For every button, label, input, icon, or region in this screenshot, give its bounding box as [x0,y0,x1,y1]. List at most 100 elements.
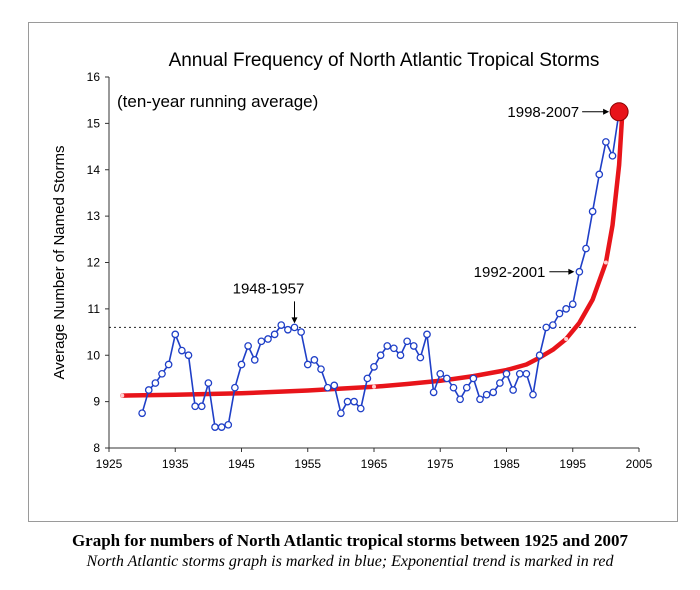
data-point [376,351,385,360]
series-exponential-trend-line [120,109,625,398]
data-point [489,388,498,397]
data-point [231,383,239,392]
data-point [429,388,438,397]
data-point [151,379,160,387]
x-tick-label: 1935 [162,457,189,471]
data-point [509,386,517,394]
data-point [588,207,597,216]
annotation-label: 1998-2007 [507,104,579,121]
x-tick-label: 1925 [96,457,123,471]
data-point [456,395,464,404]
data-point [317,365,325,374]
data-point [555,309,564,318]
data-point [270,330,279,339]
data-point [310,356,319,364]
data-point [297,328,305,336]
caption-title: Graph for numbers of North Atlantic trop… [71,531,629,550]
data-point [164,360,173,369]
data-point [138,409,146,418]
data-point [542,323,551,332]
data-point [250,356,259,364]
trend-point [564,337,569,342]
data-point [549,321,557,329]
data-point [529,390,537,399]
data-point [184,351,193,360]
y-tick-label: 15 [87,116,101,130]
data-point [608,151,617,160]
y-tick-label: 16 [87,70,101,84]
data-point [330,381,339,390]
annotation-label: 1948-1957 [233,280,305,297]
storm-frequency-chart: Annual Frequency of North Atlantic Tropi… [51,50,653,471]
chart-subtitle: (ten-year running average) [117,92,318,111]
y-tick-label: 11 [88,302,101,316]
annotation-arrowhead [291,317,298,324]
x-tick-label: 1965 [361,457,388,471]
data-point [264,335,272,343]
x-tick-label: 1995 [559,457,586,471]
annotation-arrowhead [603,108,610,115]
data-point [257,337,266,346]
x-tick-label: 1975 [427,457,454,471]
data-point [522,369,531,378]
y-tick-label: 12 [87,256,101,270]
y-tick-label: 9 [93,395,100,409]
data-point [423,330,431,339]
data-point [197,402,206,411]
data-point [211,423,219,431]
data-point [284,325,292,334]
trend-point [372,384,376,389]
annotation-label: 1992-2001 [474,264,546,281]
data-point [350,397,358,406]
x-tick-label: 2005 [626,457,653,471]
y-tick-label: 13 [87,209,101,223]
data-point [575,267,584,276]
data-point [443,374,451,383]
data-point-highlight [609,102,629,122]
data-point [244,342,252,350]
data-point [515,369,524,378]
data-point [224,420,233,429]
y-tick-label: 8 [93,441,100,455]
data-point [416,353,425,362]
data-point [171,330,180,339]
data-point [217,423,226,431]
x-tick-label: 1945 [228,457,255,471]
data-point [496,379,504,387]
data-point [396,351,405,360]
data-point [158,369,166,378]
annotation-arrowhead [568,268,575,275]
series-running-average-line [141,111,620,428]
data-point [337,409,345,418]
chart-title: Annual Frequency of North Atlantic Tropi… [169,50,600,71]
x-tick-label: 1955 [294,457,321,471]
data-point [476,395,484,404]
data-point [356,404,365,413]
data-point [436,369,445,378]
data-point [502,369,511,378]
data-point [383,342,392,350]
y-axis-label: Average Number of Named Storms [51,146,68,380]
data-point [449,383,458,392]
caption-subtitle: North Atlantic storms graph is marked in… [86,553,614,570]
data-point [277,321,286,329]
data-point [343,397,352,406]
y-tick-label: 14 [87,163,101,177]
data-point [403,337,411,346]
data-point [595,170,604,179]
chart-frame: Annual Frequency of North Atlantic Tropi… [28,22,678,522]
data-point [462,383,471,392]
data-point [178,346,186,355]
data-point [602,138,610,146]
data-point [363,374,372,383]
data-point [204,379,213,387]
trend-point [120,393,125,398]
data-point [290,323,299,332]
data-point [303,360,312,369]
data-point [390,344,398,353]
trend-point [603,260,608,265]
data-point [144,386,153,394]
data-point [237,360,246,369]
data-point [191,402,199,411]
data-point [370,362,378,371]
